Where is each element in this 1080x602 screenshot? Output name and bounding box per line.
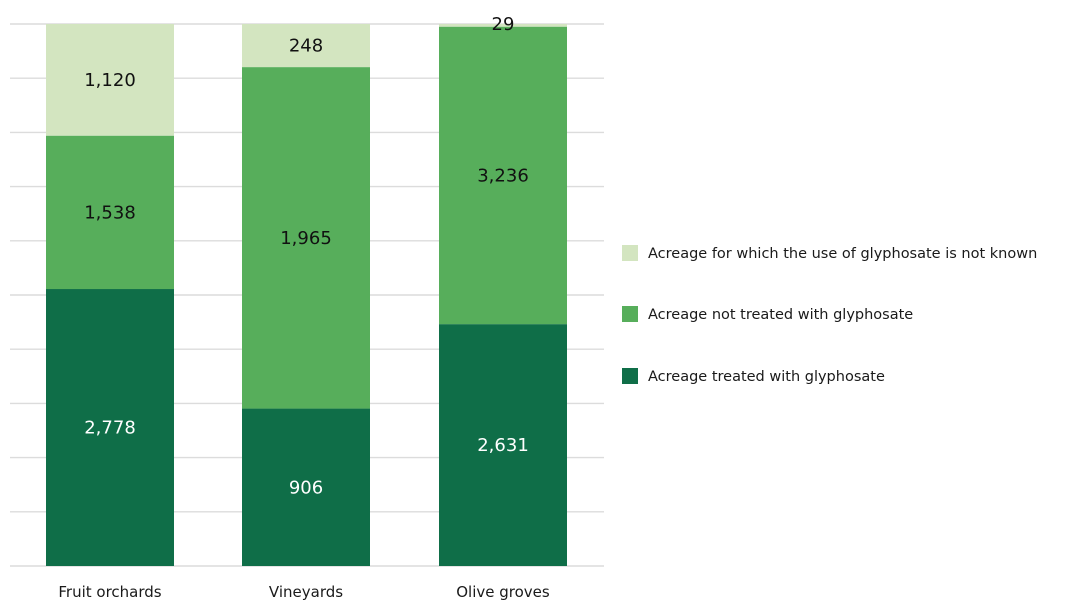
data-label: 248 bbox=[289, 36, 323, 57]
x-tick-label: Olive groves bbox=[456, 583, 550, 601]
bar-segment bbox=[242, 24, 370, 68]
bar-segment bbox=[46, 135, 174, 290]
bar-segment bbox=[46, 289, 174, 566]
legend-label: Acreage for which the use of glyphosate … bbox=[648, 246, 1037, 262]
data-label: 1,965 bbox=[280, 228, 332, 249]
legend-label: Acreage treated with glyphosate bbox=[648, 369, 885, 385]
data-label: 3,236 bbox=[477, 165, 529, 186]
x-tick-label: Vineyards bbox=[269, 583, 343, 601]
legend-swatch bbox=[622, 368, 638, 384]
x-tick-label: Fruit orchards bbox=[58, 583, 161, 601]
x-axis-tick-labels: Fruit orchards Vineyards Olive groves bbox=[58, 583, 550, 601]
bar-segment bbox=[242, 67, 370, 409]
legend-label: Acreage not treated with glyphosate bbox=[648, 307, 913, 323]
segment-labels: 2,778 1,538 1,120 906 1,965 248 2,631 3,236 29 bbox=[84, 14, 529, 498]
bar-segments bbox=[46, 24, 567, 566]
bar-segment bbox=[439, 324, 567, 566]
data-label: 2,778 bbox=[84, 418, 136, 439]
data-label: 2,631 bbox=[477, 435, 529, 456]
data-label: 906 bbox=[289, 477, 323, 498]
legend-swatch bbox=[622, 245, 638, 261]
bar-segment bbox=[46, 24, 174, 136]
bar-segment bbox=[439, 24, 567, 27]
data-label: 1,120 bbox=[84, 70, 136, 91]
data-label: 1,538 bbox=[84, 202, 136, 223]
legend: Acreage for which the use of glyphosate … bbox=[622, 245, 1037, 385]
bar-segment bbox=[242, 408, 370, 566]
bar-segment bbox=[439, 26, 567, 325]
legend-swatch bbox=[622, 306, 638, 322]
data-label: 29 bbox=[492, 14, 515, 35]
